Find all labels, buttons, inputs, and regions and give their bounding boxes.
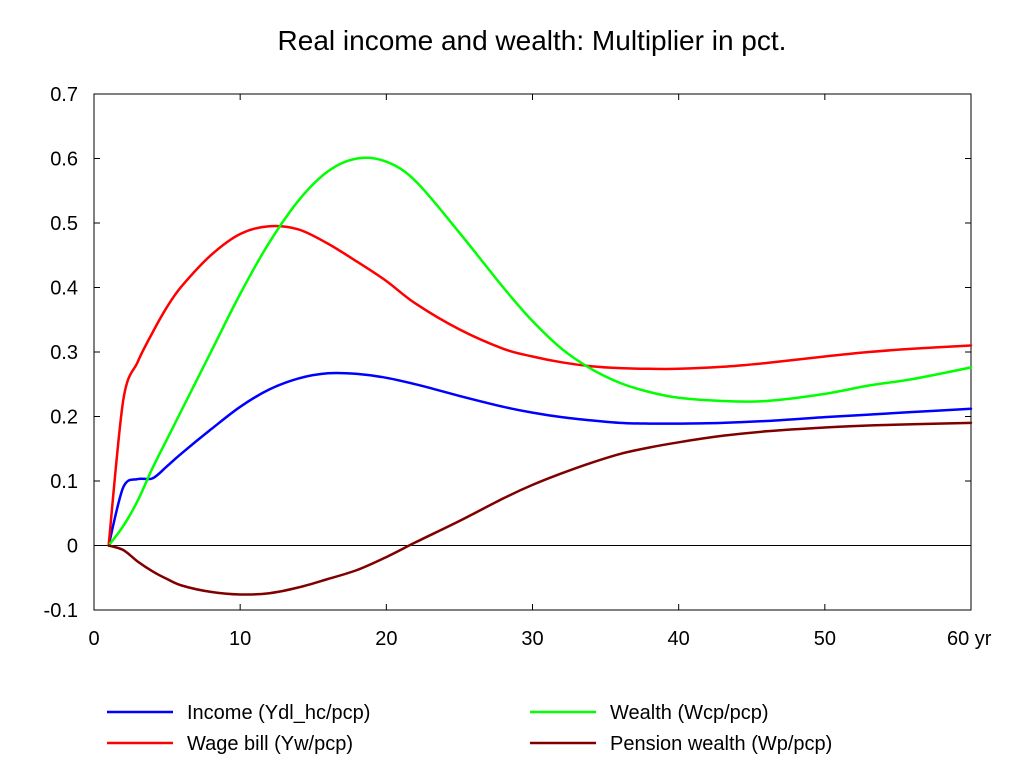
chart-title: Real income and wealth: Multiplier in pc… xyxy=(278,25,787,56)
axes: -0.1 0 0.1 0.2 0.3 0.4 0.5 0.6 0.7 0 10 20 30 40 50 60 … xyxy=(44,84,992,650)
x-tick-label: 60 yr xyxy=(947,628,992,650)
y-tick-label: 0.4 xyxy=(50,278,78,300)
x-tick-label: 30 xyxy=(521,628,543,650)
x-tick-label: 0 xyxy=(88,628,99,650)
legend-label-wage-bill: Wage bill (Yw/pcp) xyxy=(187,733,353,755)
y-tick-label: 0.6 xyxy=(50,149,78,171)
x-tick-label: 10 xyxy=(229,628,251,650)
y-tick-label: 0.1 xyxy=(50,471,78,493)
y-tick-label: 0.7 xyxy=(50,84,78,106)
x-tick-label: 20 xyxy=(375,628,397,650)
series-line-wealth xyxy=(107,156,973,547)
legend-label-pension-wealth: Pension wealth (Wp/pcp) xyxy=(610,733,832,755)
series-lines xyxy=(107,156,973,596)
legend-label-wealth: Wealth (Wcp/pcp) xyxy=(610,702,769,724)
series-line-wage-bill xyxy=(107,224,973,547)
series-line-pension-wealth xyxy=(107,421,973,596)
plot-frame xyxy=(93,93,972,611)
y-tick-label: 0.2 xyxy=(50,407,78,429)
series-line-income xyxy=(107,371,973,547)
legend: Income (Ydl_hc/pcp) Wage bill (Yw/pcp) Wea… xyxy=(107,702,832,755)
x-tick-label: 40 xyxy=(668,628,690,650)
y-tick-label: 0 xyxy=(67,536,78,558)
y-tick-label: 0.5 xyxy=(50,213,78,235)
legend-label-income: Income (Ydl_hc/pcp) xyxy=(187,702,370,724)
x-tick-label: 50 xyxy=(814,628,836,650)
y-tick-label: 0.3 xyxy=(50,342,78,364)
y-tick-label: -0.1 xyxy=(44,600,78,622)
